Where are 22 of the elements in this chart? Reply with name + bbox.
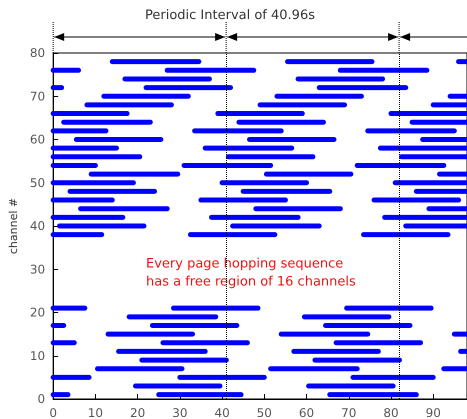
x-tick-label: 60 [298, 406, 314, 419]
y-tick-label: 30 [30, 262, 46, 276]
y-tick-label: 0 [38, 392, 46, 406]
y-axis-title: channel # [7, 198, 20, 254]
y-tick-label: 10 [30, 348, 46, 363]
x-tick-label: 40 [214, 406, 230, 419]
y-tick-label: 50 [30, 176, 46, 190]
x-tick-label: 10 [88, 406, 104, 419]
y-tick-label: 60 [30, 132, 46, 146]
y-tick-label: 20 [30, 306, 46, 320]
x-tick-label: 90 [426, 406, 441, 419]
x-tick-label: 0 [49, 406, 57, 419]
chart-title: Periodic Interval of 40.96s [145, 8, 316, 23]
x-tick-label: 80 [383, 406, 399, 419]
x-tick-label: 70 [341, 406, 356, 419]
annotation: Every page hopping sequence has a free region of 16 channels [146, 256, 356, 290]
y-tick-label: 80 [30, 46, 46, 60]
y-tick-label: 70 [30, 89, 46, 104]
x-tick-label: 20 [130, 406, 146, 419]
y-tick-label: 40 [30, 219, 46, 233]
x-tick-label: 30 [172, 406, 188, 419]
x-tick-label: 50 [256, 406, 272, 419]
